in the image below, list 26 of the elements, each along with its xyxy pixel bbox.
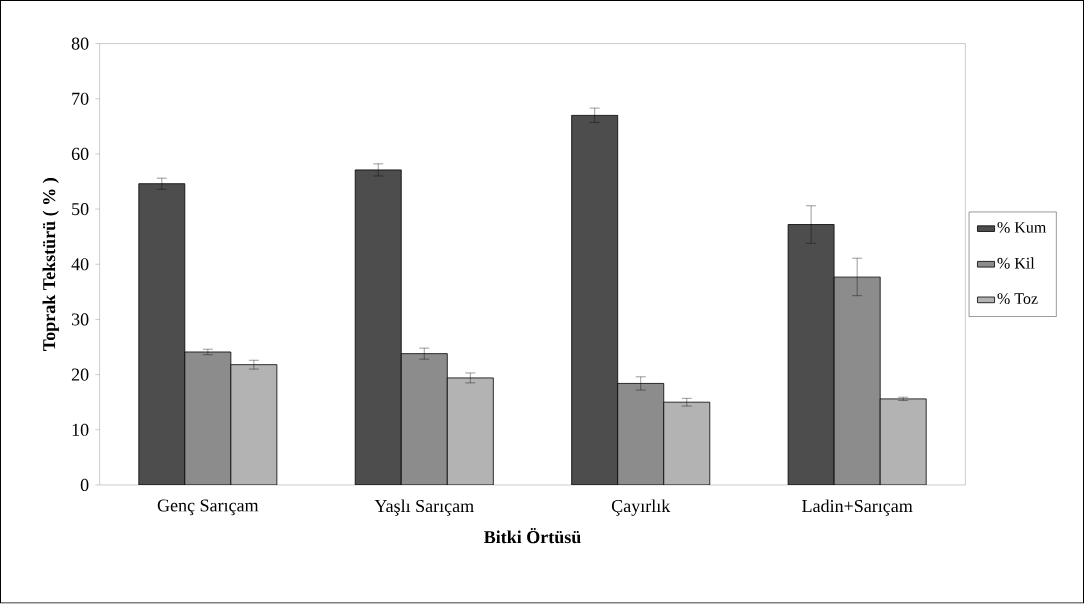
bar — [787, 224, 835, 486]
y-tick-label: 10 — [72, 423, 89, 437]
y-axis-title: Toprak Tekstürü ( % ) — [42, 178, 59, 352]
y-tick-label: 60 — [71, 148, 89, 161]
legend-label: % Kum — [997, 222, 1047, 234]
y-tick-label: 40 — [71, 258, 89, 271]
x-tick-label: Ladin+Sarıçam — [802, 499, 913, 516]
bar — [446, 377, 494, 486]
legend-label: % Toz — [997, 293, 1038, 305]
bar — [230, 364, 278, 486]
bar — [663, 402, 711, 486]
y-tick-label: 80 — [71, 37, 89, 50]
x-tick-label: Yaşlı Sarıçam — [374, 499, 474, 516]
y-tick-label: 50 — [72, 203, 89, 216]
bar — [879, 398, 927, 486]
bar — [138, 183, 186, 486]
y-tick-label: 30 — [71, 313, 89, 326]
x-axis-title: Bitki Örtüsü — [483, 528, 581, 544]
y-tick-label: 70 — [72, 92, 89, 106]
x-tick-label: Genç Sarıçam — [157, 499, 259, 516]
bar — [571, 115, 619, 486]
x-tick-label: Çayırlık — [611, 499, 671, 517]
bar — [354, 169, 402, 486]
y-tick-label: 20 — [71, 368, 89, 381]
y-tick-label: 0 — [80, 479, 89, 492]
legend-label: % Kil — [997, 257, 1035, 269]
